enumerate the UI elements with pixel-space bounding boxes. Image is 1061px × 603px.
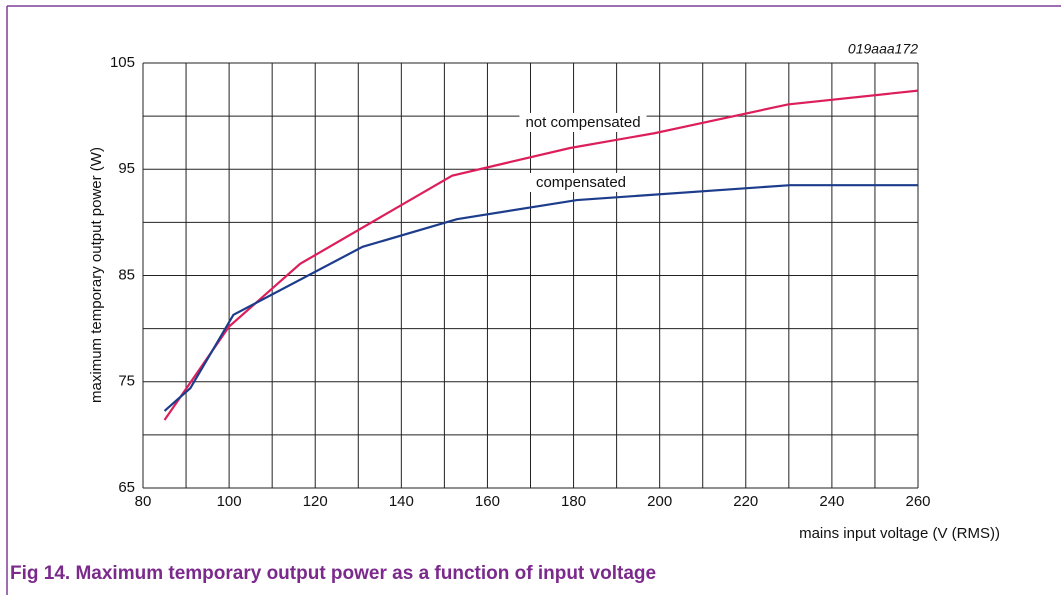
x-tick-label: 120 — [303, 493, 328, 510]
series-label: compensated — [536, 174, 626, 191]
x-tick-label: 180 — [561, 493, 586, 510]
x-axis-label: mains input voltage (V (RMS)) — [799, 525, 1000, 542]
series-label: not compensated — [525, 114, 640, 131]
caption: Fig 14. Maximum temporary output power a… — [10, 563, 656, 584]
series-label-bg — [529, 172, 633, 192]
series-line — [163, 89, 919, 421]
series-label-bg — [519, 112, 647, 132]
x-tick-label: 260 — [905, 493, 930, 510]
figure-id: 019aaa172 — [848, 41, 918, 57]
x-tick-label: 200 — [647, 493, 672, 510]
y-axis-label: maximum temporary output power (W) — [88, 147, 105, 403]
x-tick-label: 220 — [733, 493, 758, 510]
x-tick-label: 240 — [819, 493, 844, 510]
y-tick-label: 95 — [118, 160, 135, 177]
y-tick-label: 85 — [118, 266, 135, 283]
y-tick-label: 65 — [118, 479, 135, 496]
y-tick-label: 75 — [118, 373, 135, 390]
y-tick-label: 105 — [110, 54, 135, 71]
x-tick-label: 100 — [217, 493, 242, 510]
series-line — [163, 184, 918, 412]
x-tick-label: 160 — [475, 493, 500, 510]
x-tick-label: 80 — [135, 493, 152, 510]
x-tick-label: 140 — [389, 493, 414, 510]
